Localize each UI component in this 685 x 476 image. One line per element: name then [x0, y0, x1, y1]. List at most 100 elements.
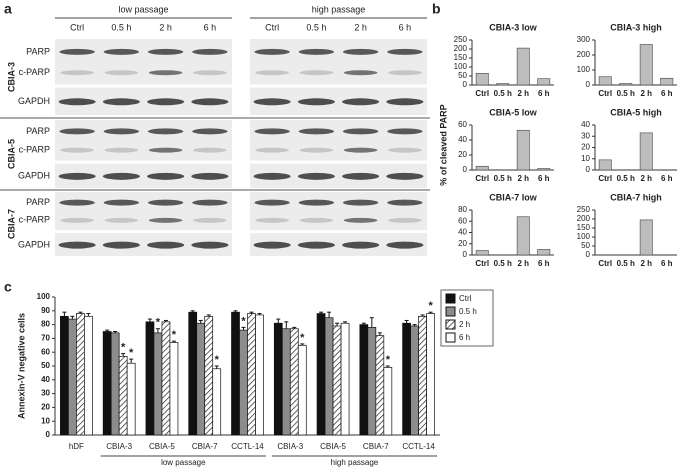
band	[191, 98, 229, 106]
y-tick-label: 250	[454, 35, 468, 44]
band	[386, 241, 424, 249]
band	[298, 128, 335, 135]
blot-image	[250, 39, 427, 85]
x-tick-label: 6 h	[661, 259, 673, 268]
band	[388, 147, 422, 153]
group-label: low passage	[161, 458, 206, 467]
bar	[516, 216, 530, 256]
x-tick-label: CCTL-14	[402, 442, 435, 451]
x-tick-label: 2 h	[517, 89, 529, 98]
bar	[516, 129, 530, 171]
x-tick-label: 0.5 h	[617, 89, 635, 98]
bar	[475, 165, 489, 171]
bar	[383, 367, 393, 436]
bar	[418, 315, 427, 436]
x-tick-label: 0.5 h	[494, 174, 512, 183]
band	[342, 98, 380, 106]
y-tick-label: 60	[41, 347, 50, 356]
significance: *	[241, 315, 246, 327]
x-tick-label: Ctrl	[598, 174, 612, 183]
legend-swatch	[445, 293, 456, 304]
y-tick-label: 0	[463, 250, 468, 259]
blot-image	[55, 233, 232, 256]
bar	[639, 132, 653, 171]
bar	[496, 83, 510, 86]
cell-line-label: CBIA-3	[6, 62, 16, 92]
bar	[410, 325, 419, 436]
band	[147, 98, 185, 106]
band	[192, 128, 228, 135]
y-axis-label: Annexin-V negative cells	[16, 313, 26, 419]
band	[343, 70, 378, 76]
y-tick-label: 70	[41, 334, 50, 343]
band	[193, 217, 227, 223]
significance: *	[386, 354, 391, 366]
band	[102, 98, 140, 106]
band	[192, 48, 228, 55]
band	[255, 70, 289, 76]
protein-label: GAPDH	[18, 171, 50, 181]
band	[342, 48, 379, 55]
y-tick-label: 50	[581, 241, 590, 250]
lane-label: 6 h	[399, 22, 412, 32]
band	[148, 217, 183, 223]
band	[299, 70, 334, 76]
x-tick-label: CBIA-5	[320, 442, 346, 451]
band	[104, 70, 139, 76]
y-tick-label: 40	[458, 228, 467, 237]
bar	[297, 344, 307, 436]
x-tick-label: hDF	[69, 442, 84, 451]
band	[342, 172, 380, 180]
y-tick-label: 80	[458, 205, 467, 214]
band	[253, 172, 291, 180]
group-label: high passage	[331, 458, 379, 467]
chart-title: CBIA-3 high	[610, 22, 662, 32]
bar	[660, 77, 674, 86]
x-tick-label: CBIA-3	[277, 442, 303, 451]
band	[386, 98, 424, 106]
significance: *	[215, 354, 220, 366]
band	[102, 172, 140, 180]
band	[386, 172, 424, 180]
significance: *	[121, 341, 126, 353]
bar	[169, 342, 179, 436]
bar	[475, 250, 489, 256]
lane-label: Ctrl	[70, 22, 84, 32]
y-tick-label: 10	[581, 154, 590, 163]
significance: *	[156, 317, 161, 329]
lane-label: Ctrl	[265, 22, 279, 32]
y-tick-label: 0	[586, 80, 591, 89]
band	[102, 241, 140, 249]
legend-label: 0.5 h	[459, 307, 477, 316]
x-tick-label: 2 h	[517, 259, 529, 268]
x-tick-label: CBIA-5	[149, 442, 175, 451]
band	[147, 128, 184, 135]
protein-label: c-PARP	[19, 67, 50, 77]
y-tick-label: 30	[581, 131, 590, 140]
y-tick-label: 40	[41, 375, 50, 384]
blot-image	[250, 192, 427, 231]
x-tick-label: 6 h	[538, 174, 550, 183]
bar	[537, 168, 551, 171]
significance: *	[172, 329, 177, 341]
band	[254, 199, 290, 206]
lane-label: 2 h	[159, 22, 172, 32]
x-tick-label: 2 h	[640, 174, 652, 183]
bar	[359, 324, 369, 436]
x-tick-label: 0.5 h	[617, 259, 635, 268]
bar	[110, 332, 120, 436]
y-tick-label: 200	[577, 214, 591, 223]
bar	[145, 321, 155, 436]
group-label: low passage	[118, 4, 168, 14]
y-tick-label: 150	[577, 223, 591, 232]
bar	[516, 47, 530, 86]
y-tick-label: 0	[463, 165, 468, 174]
bar	[537, 249, 551, 256]
bar	[639, 219, 653, 256]
band	[58, 172, 96, 180]
bar	[84, 315, 93, 436]
panel-label: c	[4, 279, 12, 295]
band	[388, 217, 422, 223]
band	[58, 241, 96, 249]
bar	[367, 327, 377, 436]
